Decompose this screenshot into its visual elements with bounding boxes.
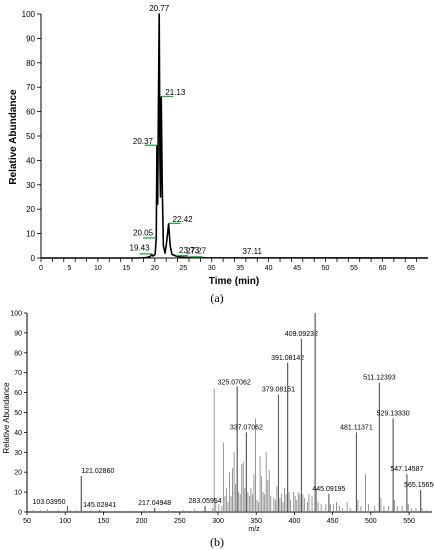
mass-spectrum-x-tick-label: 350 <box>250 518 262 525</box>
chromatogram-y-tick-label: 80 <box>26 59 35 68</box>
mass-spectrum-peak-label: 379.08151 <box>262 387 295 394</box>
chromatogram-peak-label: 27.27 <box>186 246 207 255</box>
chromatogram-caption: (a) <box>210 291 223 305</box>
mass-spectrum-x-tick-label: 550 <box>403 518 415 525</box>
mass-spectrum-peak-label: 565.15656 <box>404 482 434 489</box>
chromatogram-x-tick-label: 0 <box>39 265 43 272</box>
chromatogram-y-tick-label: 70 <box>26 83 35 92</box>
mass-spectrum-y-tick-label: 20 <box>14 470 22 477</box>
mass-spectrum-peak-label: 325.07062 <box>218 380 251 387</box>
chromatogram-x-tick-label: 15 <box>122 265 130 272</box>
chromatogram-peak-label: 21.13 <box>165 88 186 97</box>
chromatogram-y-tick-label: 0 <box>31 254 36 263</box>
mass-spectrum-peak-label: 547.14587 <box>390 466 423 473</box>
chromatogram-x-tick-label: 65 <box>407 265 415 272</box>
chromatogram-peak-label: 19.43 <box>130 243 151 252</box>
chromatogram-y-tick-label: 90 <box>26 34 35 43</box>
chromatogram-y-axis-label: Relative Abundance <box>8 89 19 185</box>
chromatogram-x-tick-label: 5 <box>68 265 72 272</box>
chromatogram-x-tick-label: 50 <box>322 265 330 272</box>
chromatogram-peak-label: 23.73 <box>179 246 200 255</box>
chromatogram-peak-label: 20.05 <box>133 228 154 237</box>
mass-spectrum-peak-label: 337.07062 <box>230 424 263 431</box>
mass-spectrum-y-tick-label: 60 <box>14 390 22 397</box>
chromatogram-y-tick-label: 20 <box>26 205 35 214</box>
chromatogram-y-tick-label: 60 <box>26 108 35 117</box>
chromatogram-x-tick-label: 40 <box>265 265 273 272</box>
mass-spectrum-y-tick-label: 80 <box>14 350 22 357</box>
mass-spectrum-peak-label: 427.10287 <box>317 310 350 312</box>
mass-spectrum-x-tick-label: 150 <box>98 518 110 525</box>
mass-spectrum-x-tick-label: 50 <box>23 518 31 525</box>
mass-spectrum-y-tick-label: 10 <box>14 490 22 497</box>
mass-spectrum-x-tick-label: 400 <box>289 518 301 525</box>
chromatogram-x-tick-label: 25 <box>179 265 187 272</box>
mass-spectrum-y-tick-label: 70 <box>14 370 22 377</box>
mass-spectrum-caption: (b) <box>210 535 224 549</box>
mass-spectrum-x-tick-label: 200 <box>136 518 148 525</box>
chromatogram-x-tick-label: 20 <box>151 265 159 272</box>
chromatogram-trace <box>41 13 429 259</box>
mass-spectrum-chart: 0 10 20 30 40 50 60 70 80 90 100 50 100 150 200 250 300 3… <box>2 310 434 549</box>
mass-spectrum-peak-label: 391.08142 <box>271 355 304 362</box>
chromatogram-x-tick-label: 55 <box>350 265 358 272</box>
mass-spectrum-plot-area: 0 10 20 30 40 50 60 70 80 90 100 50 100 150 200 250 300 3… <box>10 310 434 525</box>
mass-spectrum-y-tick-label: 90 <box>14 330 22 337</box>
chromatogram-x-axis-label: Time (min) <box>209 276 259 287</box>
chromatogram-y-tick-label: 10 <box>26 230 35 239</box>
chromatogram-x-tick-label: 60 <box>379 265 387 272</box>
chromatogram-x-tick-label: 35 <box>236 265 244 272</box>
chromatogram-y-tick-label: 50 <box>26 132 35 141</box>
mass-spectrum-peak-label: 103.03950 <box>32 499 65 506</box>
mass-spectrum-peak-label: 283.05954 <box>189 498 222 505</box>
mass-spectrum-y-tick-label: 40 <box>14 430 22 437</box>
mass-spectrum-x-tick-label: 500 <box>365 518 377 525</box>
mass-spectrum-x-tick-label: 300 <box>212 518 224 525</box>
mass-spectrum-x-tick-label: 450 <box>327 518 339 525</box>
mass-spectrum-peak-label: 145.02841 <box>83 502 116 509</box>
chromatogram-peak-label: 20.37 <box>133 137 154 146</box>
chromatogram-plot-area: 0 10 20 30 40 50 60 70 80 90 100 0 5 10 15 20 25 30 35 40 45… <box>22 4 429 272</box>
chromatogram-x-tick-label: 10 <box>94 265 102 272</box>
mass-spectrum-peak-label: 217.04948 <box>138 500 171 507</box>
chromatogram-y-tick-label: 100 <box>22 10 36 19</box>
mass-spectrum-x-tick-label: 100 <box>59 518 71 525</box>
chromatogram-y-tick-label: 40 <box>26 156 35 165</box>
mass-spectrum-y-tick-label: 0 <box>18 510 22 517</box>
mass-spectrum-y-tick-label: 100 <box>10 311 22 318</box>
chromatogram-chart: 0 10 20 30 40 50 60 70 80 90 100 0 5 10 15 20 25 30 35 40 45… <box>8 4 429 305</box>
chromatogram-y-tick-label: 30 <box>26 181 35 190</box>
mass-spectrum-y-tick-label: 30 <box>14 450 22 457</box>
mass-spectrum-x-tick-label: 250 <box>174 518 186 525</box>
chromatogram-peak-label: 37.11 <box>242 247 262 256</box>
mass-spectrum-y-tick-label: 50 <box>14 410 22 417</box>
chromatogram-x-tick-label: 30 <box>208 265 216 272</box>
chromatogram-peak-label: 22.42 <box>173 215 194 224</box>
mass-spectrum-peak-label: 409.09232 <box>285 331 318 338</box>
mass-spectrum-x-axis-label: m/z <box>248 526 260 533</box>
mass-spectrum-y-axis-label: Relative Abundance <box>2 382 11 454</box>
mass-spectrum-peak-label: 121.02860 <box>81 468 114 475</box>
mass-spectrum-peak-label: 511.12393 <box>363 375 396 382</box>
mass-spectrum-peak-label: 445.09195 <box>312 486 345 493</box>
mass-spectrum-peak-label: 529.13330 <box>377 410 410 417</box>
mass-spectrum-peak-label: 481.11371 <box>340 424 373 431</box>
chromatogram-peak-label: 20.77 <box>149 4 170 13</box>
chromatogram-x-tick-label: 45 <box>293 265 301 272</box>
